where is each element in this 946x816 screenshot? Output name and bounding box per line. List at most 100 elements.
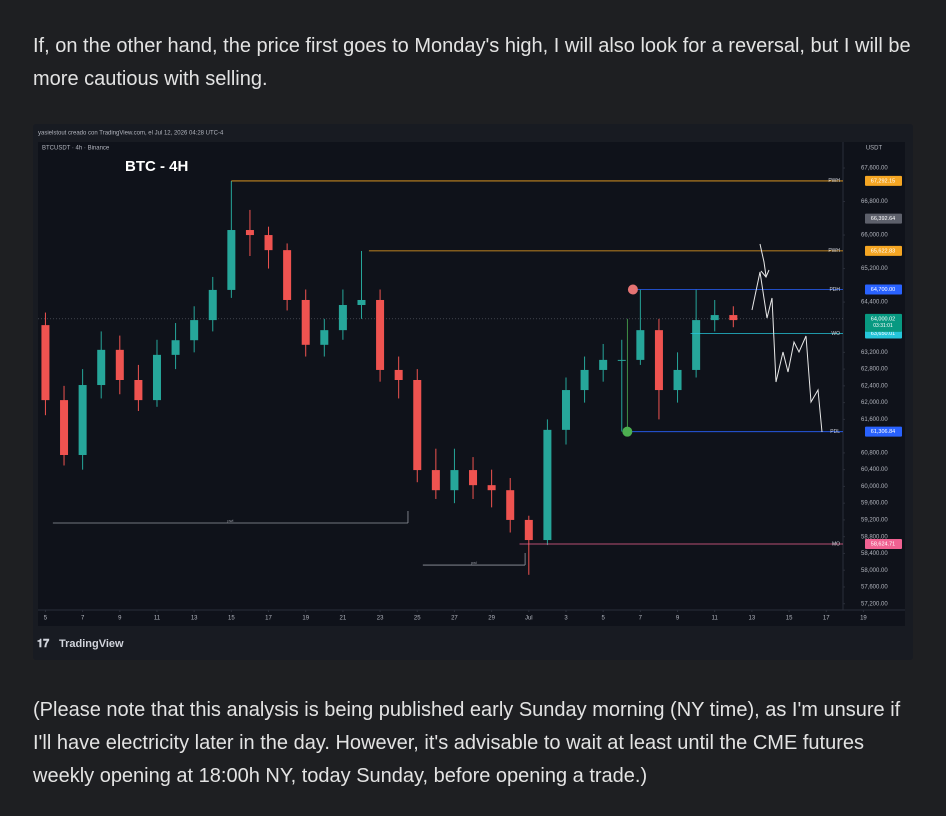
y-tick-label: 62,400.00 [861, 383, 888, 389]
x-tick-label: Jul [525, 616, 533, 622]
range-label: pwl [227, 518, 233, 523]
candle-body [283, 250, 292, 300]
level-name: MO [832, 541, 840, 547]
x-tick-label: 11 [712, 616, 719, 622]
price-tag [865, 313, 902, 332]
price-tag [865, 175, 902, 186]
level-name: PWH [828, 248, 840, 254]
y-tick-label: 62,000.00 [861, 400, 888, 406]
level-name: PDH [829, 287, 840, 293]
footer-brand: TradingView [59, 638, 124, 650]
y-tick-label: 57,200.00 [861, 601, 888, 607]
symbol-label: BTCUSDT · 4h · Binance [42, 146, 110, 152]
x-tick-label: 29 [488, 616, 495, 622]
level-dot [627, 284, 638, 295]
candle-body [543, 429, 552, 541]
candle-body [245, 230, 254, 236]
price-tag-label: 61,306.84 [871, 429, 895, 435]
paragraph: If, on the other hand, the price first g… [33, 35, 911, 90]
x-tick-label: 19 [860, 616, 867, 622]
y-tick-label: 66,000.00 [861, 233, 888, 239]
candle-body [60, 400, 69, 455]
price-tag [865, 245, 902, 256]
price-tag-label: 67,292.15 [871, 178, 895, 184]
level-name: PWH [828, 178, 840, 184]
price-tag-label: 66,392.64 [871, 216, 895, 222]
y-tick-label: 60,000.00 [861, 484, 888, 490]
candle-body [376, 299, 385, 370]
x-tick-label: 25 [414, 616, 421, 622]
candle-body [227, 230, 236, 290]
candle-body [506, 490, 515, 520]
y-tick-label: 63,200.00 [861, 350, 888, 356]
candle-body [561, 390, 570, 430]
candle-body [431, 470, 440, 491]
x-tick-label: 5 [602, 616, 606, 622]
price-tag-label: 65,622.83 [871, 248, 895, 254]
candle-body [654, 330, 663, 391]
y-tick-label: 61,600.00 [861, 417, 888, 423]
countdown-label: 03:31:01 [873, 323, 893, 329]
x-tick-label: 5 [44, 616, 48, 622]
y-tick-label: 65,200.00 [861, 266, 888, 272]
candle-body [394, 369, 403, 381]
candle-body [208, 289, 217, 321]
x-tick-label: 15 [786, 616, 793, 622]
x-tick-label: 9 [118, 616, 122, 622]
x-tick-label: 17 [823, 616, 830, 622]
logo-mark: 𝟏𝟕 [37, 638, 50, 650]
level-name: WO [831, 331, 840, 337]
x-tick-label: 27 [451, 616, 458, 622]
candle-body [487, 485, 496, 491]
candle-body [580, 369, 589, 391]
price-tag-label: 58,624.71 [871, 541, 895, 547]
candle-body [97, 349, 106, 386]
y-tick-label: 64,400.00 [861, 300, 888, 306]
y-tick-label: 58,400.00 [861, 551, 888, 557]
x-tick-label: 7 [639, 616, 643, 622]
level-name: PDL [830, 429, 840, 435]
x-tick-label: 7 [81, 616, 85, 622]
projection-path [751, 271, 823, 433]
price-tag-label: 63,650.01 [871, 331, 895, 337]
candle-body [599, 359, 608, 370]
candle-body [264, 235, 273, 251]
candle-body [115, 349, 124, 381]
price-tag [865, 284, 902, 295]
candle-body [729, 315, 738, 321]
candle-body [320, 330, 329, 345]
y-tick-label: 57,600.00 [861, 585, 888, 591]
x-tick-label: 13 [749, 616, 756, 622]
y-tick-label: 59,600.00 [861, 501, 888, 507]
chart-image: yasielstout creado con TradingView.com, … [33, 124, 913, 660]
plot-layer: 67,600.00 66,800.00 66,000.00 65,200.00 64,4… [38, 166, 902, 622]
chart-header: yasielstout creado con TradingView.com, … [38, 131, 224, 137]
projection-arrow [759, 243, 767, 277]
arrow-head [760, 269, 770, 278]
candle-body [673, 369, 682, 391]
y-tick-label: 59,200.00 [861, 518, 888, 524]
candle-body [134, 380, 143, 401]
x-tick-label: 3 [564, 616, 568, 622]
price-tag-label: 64,000.02 [871, 316, 895, 322]
candle-body [469, 470, 478, 486]
y-tick-label: 62,800.00 [861, 367, 888, 373]
price-tag-label: 64,700.00 [871, 287, 895, 293]
candle-body [301, 299, 310, 345]
candle-body [636, 330, 645, 360]
y-tick-label: 58,000.00 [861, 568, 888, 574]
x-tick-label: 17 [265, 616, 272, 622]
x-tick-label: 11 [154, 616, 161, 622]
candle-body [152, 354, 161, 401]
y-tick-label: 66,800.00 [861, 199, 888, 205]
candle-body [357, 299, 366, 306]
candle-body [413, 380, 422, 471]
x-tick-label: 23 [377, 616, 384, 622]
candle-body [78, 385, 87, 455]
price-tag [865, 213, 902, 224]
range-label: pwl [471, 560, 477, 565]
candle-body [41, 325, 50, 401]
x-tick-label: 13 [191, 616, 198, 622]
x-tick-label: 15 [228, 616, 235, 622]
